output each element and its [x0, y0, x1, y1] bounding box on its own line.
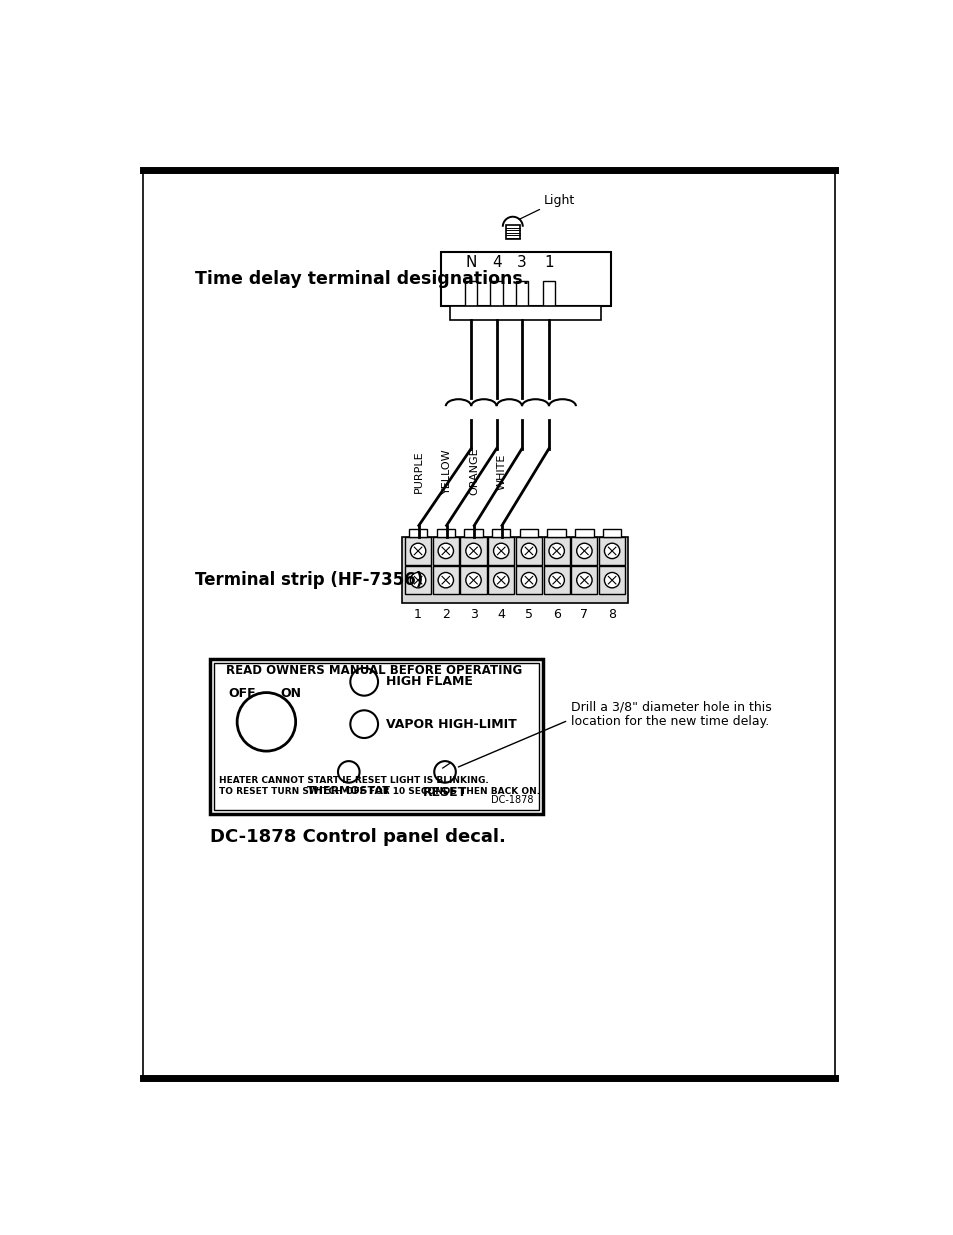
- Text: 6: 6: [552, 608, 560, 621]
- Bar: [575, 530, 593, 537]
- Circle shape: [434, 761, 456, 783]
- Circle shape: [410, 543, 425, 558]
- Bar: [213, 662, 538, 810]
- Text: Drill a 3/8" diameter hole in this
location for the new time delay.: Drill a 3/8" diameter hole in this locat…: [571, 700, 771, 729]
- Circle shape: [465, 573, 480, 588]
- Bar: [543, 537, 569, 564]
- Text: THERMOSTAT: THERMOSTAT: [307, 785, 391, 795]
- Bar: [490, 282, 502, 308]
- Text: ON: ON: [280, 687, 301, 700]
- Text: 1: 1: [543, 256, 554, 270]
- Bar: [571, 567, 597, 594]
- Circle shape: [350, 668, 377, 695]
- Circle shape: [604, 573, 619, 588]
- Circle shape: [520, 573, 537, 588]
- Text: 2: 2: [441, 608, 449, 621]
- Bar: [488, 537, 514, 564]
- Bar: [210, 658, 542, 814]
- Bar: [401, 537, 628, 603]
- Text: WHITE: WHITE: [497, 453, 506, 490]
- Circle shape: [465, 543, 480, 558]
- Circle shape: [577, 573, 592, 588]
- Bar: [547, 530, 565, 537]
- Circle shape: [604, 543, 619, 558]
- Circle shape: [577, 543, 592, 558]
- Bar: [492, 530, 510, 537]
- Circle shape: [350, 710, 377, 739]
- Text: 3: 3: [469, 608, 476, 621]
- Bar: [409, 530, 427, 537]
- Bar: [598, 567, 624, 594]
- Text: 7: 7: [579, 608, 588, 621]
- Bar: [436, 530, 455, 537]
- Bar: [543, 567, 569, 594]
- Text: YELLOW: YELLOW: [441, 448, 451, 494]
- Bar: [505, 225, 519, 240]
- Circle shape: [437, 543, 453, 558]
- Text: ORANGE: ORANGE: [469, 448, 478, 495]
- Text: Time delay terminal designations.: Time delay terminal designations.: [194, 270, 529, 288]
- Circle shape: [548, 573, 564, 588]
- Bar: [598, 537, 624, 564]
- Text: VAPOR HIGH-LIMIT: VAPOR HIGH-LIMIT: [385, 718, 516, 731]
- Bar: [519, 530, 537, 537]
- Text: 4: 4: [497, 608, 505, 621]
- Circle shape: [520, 543, 537, 558]
- Bar: [464, 282, 476, 308]
- Circle shape: [493, 573, 508, 588]
- Text: PURPLE: PURPLE: [414, 451, 423, 493]
- Text: RESET: RESET: [422, 785, 467, 799]
- Bar: [450, 306, 600, 320]
- Text: DC-1878: DC-1878: [491, 795, 533, 805]
- Text: Light: Light: [543, 194, 575, 207]
- Text: N: N: [465, 256, 476, 270]
- Bar: [488, 567, 514, 594]
- Circle shape: [337, 761, 359, 783]
- Bar: [516, 567, 541, 594]
- Text: 5: 5: [524, 608, 533, 621]
- Circle shape: [437, 573, 453, 588]
- Text: OFF: OFF: [229, 687, 256, 700]
- Bar: [602, 530, 620, 537]
- Bar: [433, 567, 458, 594]
- Text: 4: 4: [492, 256, 501, 270]
- Text: HIGH FLAME: HIGH FLAME: [385, 676, 472, 688]
- Text: 1: 1: [414, 608, 421, 621]
- Bar: [460, 567, 486, 594]
- Bar: [433, 537, 458, 564]
- Circle shape: [548, 543, 564, 558]
- Text: Terminal strip (HF-7356): Terminal strip (HF-7356): [194, 571, 422, 589]
- Text: HEATER CANNOT START IF RESET LIGHT IS BLINKING.: HEATER CANNOT START IF RESET LIGHT IS BL…: [219, 776, 489, 785]
- Circle shape: [410, 573, 425, 588]
- Bar: [516, 537, 541, 564]
- Text: 3: 3: [517, 256, 526, 270]
- Text: READ OWNERS MANUAL BEFORE OPERATING: READ OWNERS MANUAL BEFORE OPERATING: [225, 663, 521, 677]
- Bar: [460, 537, 486, 564]
- Text: TO RESET TURN SWITCH OFF FOR 10 SECONDS THEN BACK ON.: TO RESET TURN SWITCH OFF FOR 10 SECONDS …: [219, 787, 540, 795]
- Circle shape: [237, 693, 295, 751]
- Text: DC-1878 Control panel decal.: DC-1878 Control panel decal.: [210, 829, 505, 846]
- Circle shape: [493, 543, 508, 558]
- Bar: [464, 530, 482, 537]
- Bar: [405, 537, 431, 564]
- Bar: [405, 567, 431, 594]
- Bar: [571, 537, 597, 564]
- Bar: [542, 282, 555, 308]
- Bar: [440, 252, 610, 306]
- Bar: [516, 282, 528, 308]
- Text: 8: 8: [607, 608, 616, 621]
